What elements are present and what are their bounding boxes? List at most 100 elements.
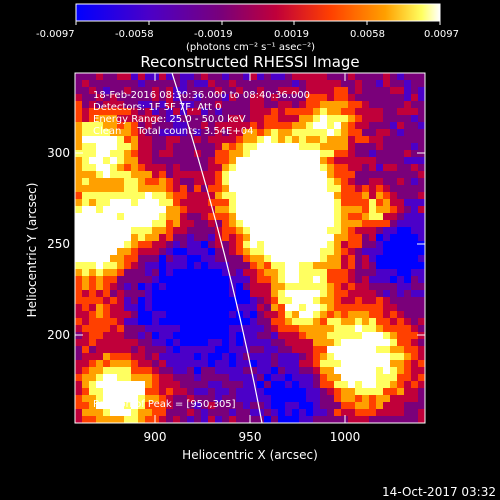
heatmap-pixel (75, 101, 83, 109)
heatmap-pixel (320, 101, 328, 109)
heatmap-pixel (180, 178, 188, 186)
heatmap-pixel (369, 150, 377, 158)
heatmap-pixel (229, 143, 237, 151)
heatmap-pixel (215, 206, 223, 214)
heatmap-pixel (131, 157, 139, 165)
heatmap-pixel (138, 374, 146, 382)
heatmap-pixel (355, 262, 363, 270)
heatmap-pixel (222, 234, 230, 242)
heatmap-pixel (250, 311, 258, 319)
heatmap-pixel (334, 269, 342, 277)
heatmap-pixel (278, 388, 286, 396)
heatmap-pixel (159, 199, 167, 207)
heatmap-pixel (264, 122, 272, 130)
heatmap-pixel (117, 395, 125, 403)
heatmap-pixel (390, 171, 398, 179)
heatmap-pixel (82, 332, 90, 340)
heatmap-pixel (229, 136, 237, 144)
heatmap-pixel (187, 262, 195, 270)
heatmap-pixel (299, 150, 307, 158)
heatmap-pixel (355, 171, 363, 179)
heatmap-pixel (236, 87, 244, 95)
heatmap-pixel (124, 269, 132, 277)
heatmap-pixel (271, 339, 279, 347)
heatmap-pixel (299, 143, 307, 151)
heatmap-pixel (327, 395, 335, 403)
heatmap-pixel (278, 164, 286, 172)
heatmap-pixel (362, 73, 370, 81)
heatmap-pixel (131, 255, 139, 263)
heatmap-pixel (397, 353, 405, 361)
heatmap-pixel (159, 367, 167, 375)
heatmap-pixel (397, 248, 405, 256)
heatmap-pixel (404, 332, 412, 340)
heatmap-pixel (404, 367, 412, 375)
heatmap-pixel (313, 213, 321, 221)
heatmap-pixel (341, 402, 349, 410)
heatmap-pixel (292, 94, 300, 102)
heatmap-pixel (75, 346, 83, 354)
heatmap-pixel (236, 381, 244, 389)
heatmap-pixel (313, 185, 321, 193)
heatmap-pixel (285, 171, 293, 179)
heatmap-pixel (117, 157, 125, 165)
heatmap-pixel (390, 248, 398, 256)
heatmap-pixel (194, 185, 202, 193)
heatmap-pixel (362, 122, 370, 130)
heatmap-pixel (257, 150, 265, 158)
heatmap-pixel (411, 276, 419, 284)
heatmap-pixel (250, 290, 258, 298)
heatmap-pixel (152, 255, 160, 263)
heatmap-pixel (159, 136, 167, 144)
heatmap-pixel (369, 360, 377, 368)
heatmap-pixel (180, 80, 188, 88)
heatmap-pixel (292, 318, 300, 326)
heatmap-pixel (89, 73, 97, 81)
heatmap-pixel (411, 304, 419, 312)
heatmap-pixel (292, 283, 300, 291)
heatmap-pixel (334, 136, 342, 144)
x-tick-label: 900 (144, 430, 167, 444)
heatmap-pixel (341, 115, 349, 123)
heatmap-pixel (390, 367, 398, 375)
heatmap-pixel (187, 325, 195, 333)
heatmap-pixel (257, 353, 265, 361)
heatmap-pixel (166, 220, 174, 228)
heatmap-pixel (383, 94, 391, 102)
heatmap-pixel (131, 248, 139, 256)
heatmap-pixel (201, 220, 209, 228)
heatmap-pixel (306, 115, 314, 123)
heatmap-pixel (173, 290, 181, 298)
heatmap-pixel (110, 213, 118, 221)
heatmap-pixel (348, 402, 356, 410)
heatmap-pixel (383, 164, 391, 172)
heatmap-pixel (145, 199, 153, 207)
heatmap-pixel (334, 213, 342, 221)
heatmap-pixel (152, 346, 160, 354)
heatmap-pixel (257, 122, 265, 130)
heatmap-pixel (327, 136, 335, 144)
heatmap-pixel (313, 276, 321, 284)
heatmap-pixel (250, 360, 258, 368)
heatmap-pixel (411, 101, 419, 109)
heatmap-pixel (82, 255, 90, 263)
heatmap-pixel (264, 402, 272, 410)
heatmap-pixel (180, 304, 188, 312)
heatmap-pixel (397, 276, 405, 284)
heatmap-pixel (243, 129, 251, 137)
heatmap-pixel (383, 395, 391, 403)
heatmap-pixel (222, 178, 230, 186)
heatmap-pixel (292, 353, 300, 361)
heatmap-pixel (306, 311, 314, 319)
heatmap-pixel (96, 143, 104, 151)
heatmap-pixel (320, 164, 328, 172)
heatmap-pixel (292, 143, 300, 151)
heatmap-pixel (138, 318, 146, 326)
heatmap-pixel (166, 374, 174, 382)
heatmap-pixel (236, 409, 244, 417)
heatmap-pixel (418, 108, 425, 116)
heatmap-pixel (250, 94, 258, 102)
heatmap-pixel (82, 129, 90, 137)
heatmap-pixel (341, 171, 349, 179)
heatmap-pixel (152, 248, 160, 256)
